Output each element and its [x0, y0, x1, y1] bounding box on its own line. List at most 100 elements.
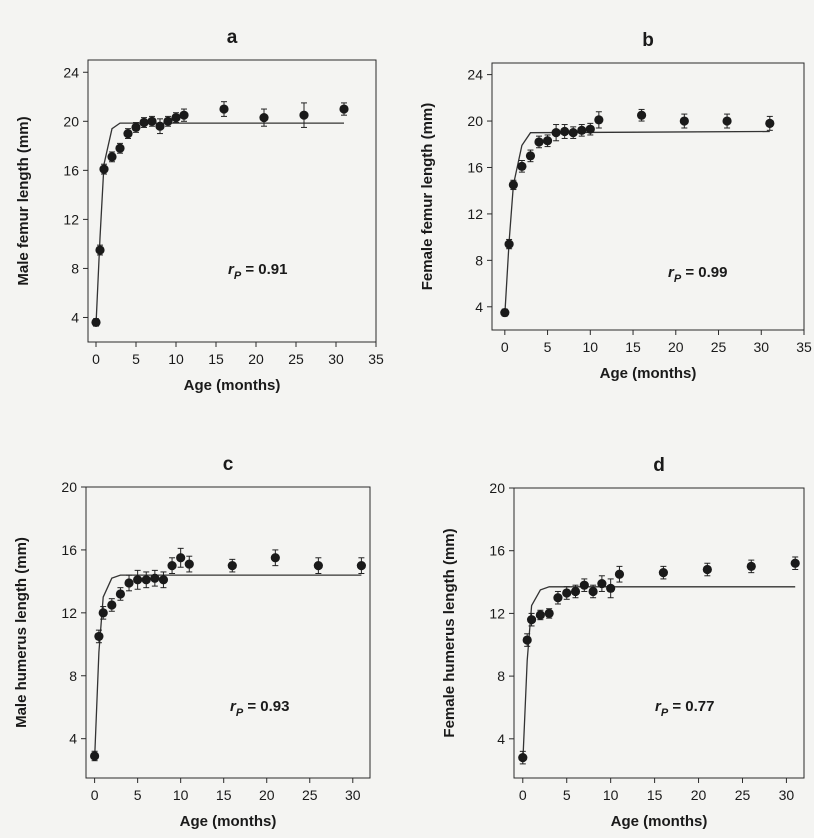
data-point — [562, 588, 572, 598]
data-point — [259, 113, 269, 123]
data-point — [702, 564, 712, 575]
plot-frame — [491, 62, 805, 331]
data-point — [107, 600, 117, 610]
data-point — [90, 751, 100, 761]
data-point — [356, 561, 366, 571]
data-point — [588, 586, 598, 597]
data-point — [746, 561, 756, 571]
data-point — [124, 578, 134, 588]
fit-curve — [522, 586, 796, 763]
x-tick-label: 30 — [345, 787, 361, 803]
y-tick-label: 12 — [61, 605, 77, 621]
data-point — [526, 615, 537, 625]
data-point — [508, 180, 518, 190]
x-tick-label: 0 — [501, 339, 509, 355]
fit-curve — [504, 130, 770, 315]
data-point — [313, 561, 323, 571]
data-point — [570, 586, 581, 597]
x-tick-label: 20 — [691, 787, 707, 803]
plot-frame — [513, 487, 805, 779]
data-point — [167, 561, 177, 571]
panel-letter: c — [223, 454, 234, 475]
data-point — [123, 128, 133, 139]
panel-letter: d — [653, 455, 665, 476]
data-point — [179, 110, 189, 120]
data-point — [270, 553, 280, 563]
y-tick-label: 8 — [69, 668, 77, 684]
x-tick-label: 25 — [711, 339, 727, 355]
y-tick-label: 24 — [63, 64, 79, 80]
x-tick-label: 30 — [779, 787, 795, 803]
data-point — [107, 152, 117, 162]
x-tick-label: 10 — [603, 787, 619, 803]
data-point — [594, 115, 604, 125]
data-point — [551, 128, 561, 138]
x-tick-label: 5 — [134, 787, 142, 803]
x-tick-label: 10 — [168, 351, 184, 367]
data-point — [517, 161, 527, 171]
x-tick-label: 30 — [328, 351, 344, 367]
data-point — [518, 753, 528, 763]
plot-frame — [85, 486, 371, 779]
data-point — [158, 575, 169, 585]
x-tick-label: 25 — [302, 787, 318, 803]
data-point — [94, 631, 104, 642]
data-point — [500, 307, 510, 318]
data-point — [579, 580, 589, 590]
panel-b: b 0 5 10 15 20 25 30 35 4 8 12 16 20 24 Age (months) Fem… — [419, 30, 812, 382]
y-tick-label: 4 — [497, 731, 505, 747]
panel-d: d 0 5 10 15 20 25 30 4 8 12 16 20 Age (months) Female … — [441, 455, 805, 830]
x-axis-title: Age (months) — [600, 365, 697, 382]
y-axis-title: Male humerus length (mm) — [13, 537, 30, 728]
correlation-annotation: rP = 0.93 — [230, 698, 289, 719]
data-point — [99, 164, 109, 174]
panel-letter: b — [642, 30, 654, 51]
y-tick-label: 8 — [497, 668, 505, 684]
fit-curve — [95, 122, 344, 325]
data-point — [535, 610, 545, 620]
data-point — [568, 128, 578, 138]
x-tick-label: 5 — [563, 787, 571, 803]
y-tick-label: 16 — [61, 542, 77, 558]
data-point — [155, 121, 165, 131]
data-point — [133, 575, 143, 585]
data-point — [553, 593, 563, 603]
correlation-annotation: rP = 0.99 — [668, 264, 727, 285]
data-point — [115, 143, 125, 153]
data-point — [115, 589, 126, 599]
data-point — [597, 579, 607, 589]
x-tick-label: 0 — [519, 787, 527, 803]
x-tick-label: 10 — [173, 787, 189, 803]
data-point — [176, 553, 186, 563]
y-tick-label: 4 — [71, 309, 79, 325]
data-point — [184, 559, 194, 569]
x-tick-label: 35 — [796, 339, 812, 355]
x-tick-label: 0 — [92, 351, 100, 367]
data-point — [131, 122, 141, 133]
y-tick-label: 16 — [489, 543, 505, 559]
y-tick-label: 4 — [475, 299, 483, 315]
data-point — [585, 124, 595, 134]
data-point — [765, 118, 775, 128]
x-tick-label: 25 — [288, 351, 304, 367]
data-point — [679, 116, 689, 126]
x-axis-title: Age (months) — [180, 813, 277, 830]
data-point — [95, 245, 105, 255]
x-tick-label: 35 — [368, 351, 384, 367]
y-tick-label: 12 — [489, 605, 505, 621]
correlation-annotation: rP = 0.91 — [228, 261, 287, 282]
y-axis-title: Female humerus length (mm) — [441, 528, 458, 737]
x-tick-label: 20 — [259, 787, 275, 803]
data-point — [339, 104, 349, 114]
data-point — [606, 583, 616, 593]
data-point — [577, 125, 587, 135]
y-tick-label: 20 — [467, 113, 483, 129]
x-tick-label: 5 — [132, 351, 140, 367]
y-tick-label: 24 — [467, 67, 483, 83]
y-tick-label: 12 — [63, 211, 79, 227]
x-tick-label: 0 — [91, 787, 99, 803]
x-axis-title: Age (months) — [184, 377, 281, 394]
x-tick-label: 20 — [668, 339, 684, 355]
correlation-annotation: rP = 0.77 — [655, 698, 714, 719]
